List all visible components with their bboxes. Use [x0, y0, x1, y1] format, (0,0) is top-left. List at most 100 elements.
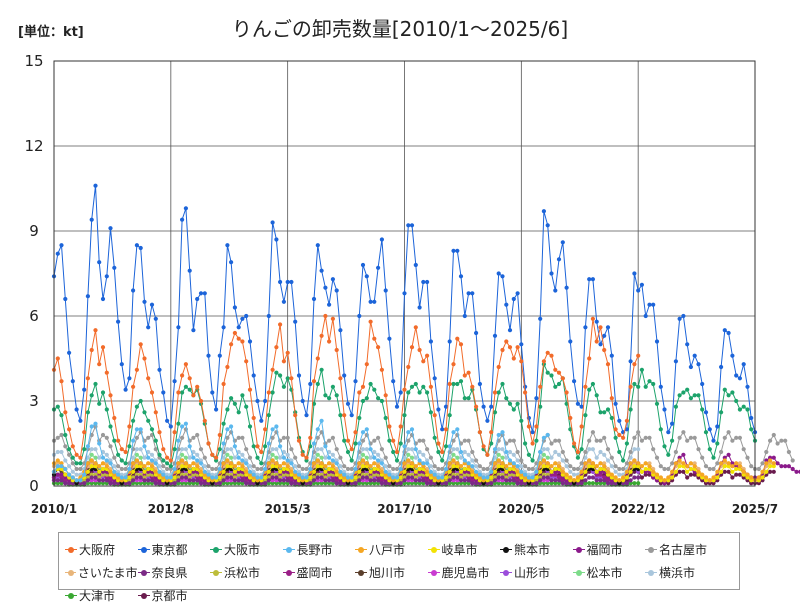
data-point: [425, 353, 430, 358]
data-point: [183, 421, 188, 426]
data-point: [217, 353, 222, 358]
data-point: [605, 407, 611, 412]
data-point: [771, 455, 776, 460]
data-point: [323, 313, 328, 319]
data-point: [756, 475, 761, 480]
data-point: [613, 469, 618, 474]
data-point: [617, 418, 622, 423]
data-point: [183, 206, 188, 211]
data-point: [274, 370, 279, 375]
data-point: [236, 481, 241, 486]
data-point: [338, 328, 343, 333]
data-point: [270, 481, 275, 486]
data-point: [229, 455, 234, 460]
data-point: [658, 427, 663, 432]
data-point: [387, 336, 392, 341]
data-point: [251, 415, 256, 421]
data-point: [142, 410, 147, 415]
data-point: [67, 447, 72, 452]
data-point: [168, 464, 173, 469]
data-point: [278, 279, 283, 285]
data-point: [379, 447, 384, 452]
data-point: [594, 455, 599, 460]
data-point: [330, 452, 335, 457]
data-point: [142, 478, 147, 483]
data-point: [730, 469, 735, 474]
data-point: [719, 364, 724, 370]
data-point: [146, 466, 151, 472]
data-point: [447, 339, 452, 344]
data-point: [651, 447, 656, 452]
data-point: [134, 475, 139, 480]
data-point: [221, 325, 226, 330]
data-point: [383, 472, 388, 477]
data-point: [349, 413, 354, 418]
data-point: [379, 367, 384, 372]
data-point: [82, 430, 87, 435]
data-point: [432, 472, 437, 477]
data-point: [745, 455, 750, 460]
data-point: [617, 449, 622, 455]
data-point: [413, 464, 418, 469]
data-point: [104, 464, 109, 469]
data-point: [372, 299, 377, 304]
data-point: [515, 464, 520, 469]
data-point: [605, 362, 611, 367]
data-point: [104, 407, 109, 412]
data-point: [263, 444, 268, 449]
data-point: [251, 464, 256, 469]
data-point: [74, 407, 79, 412]
data-point: [572, 466, 577, 472]
data-point: [311, 469, 317, 474]
data-point: [534, 424, 539, 429]
data-point: [225, 447, 230, 452]
data-point: [432, 464, 437, 469]
data-point: [93, 464, 98, 469]
data-point: [628, 449, 633, 455]
data-point: [327, 339, 332, 344]
data-point: [409, 461, 415, 466]
data-point: [677, 316, 682, 321]
data-point: [598, 449, 603, 455]
data-point: [319, 464, 324, 469]
legend-label: 旭川市: [369, 566, 406, 580]
data-point: [165, 466, 170, 472]
series-line: [53, 315, 639, 462]
data-point: [560, 481, 565, 486]
data-point: [59, 449, 64, 455]
data-point: [783, 438, 788, 443]
data-point: [281, 455, 286, 460]
data-point: [330, 481, 335, 486]
data-point: [455, 475, 460, 480]
data-point: [413, 381, 418, 387]
data-point: [594, 478, 599, 483]
data-point: [504, 478, 509, 483]
data-point: [613, 435, 618, 440]
legend-item: 熊本市: [500, 541, 573, 558]
data-point: [364, 475, 369, 480]
data-point: [217, 432, 222, 438]
data-point: [519, 464, 524, 469]
data-point: [225, 458, 230, 463]
data-point: [417, 478, 422, 483]
legend-label: 大阪府: [79, 543, 116, 557]
data-point: [681, 390, 686, 395]
data-point: [100, 481, 106, 486]
data-point: [613, 427, 618, 432]
data-point: [281, 461, 286, 466]
data-point: [636, 447, 641, 452]
data-point: [579, 424, 584, 429]
data-point: [474, 481, 479, 486]
data-point: [485, 418, 490, 423]
data-point: [726, 461, 731, 466]
data-point: [391, 466, 396, 472]
data-point: [451, 438, 456, 443]
data-point: [327, 466, 332, 472]
data-point: [760, 475, 765, 480]
data-point: [556, 461, 562, 466]
data-point: [564, 390, 569, 395]
data-point: [455, 381, 460, 387]
data-point: [598, 325, 603, 330]
data-point: [127, 424, 132, 429]
data-point: [786, 464, 792, 469]
